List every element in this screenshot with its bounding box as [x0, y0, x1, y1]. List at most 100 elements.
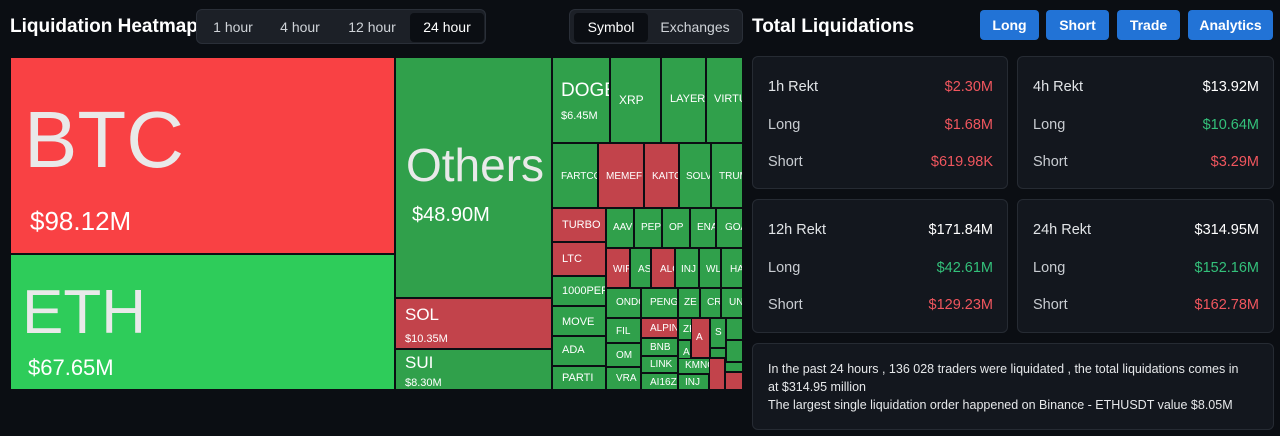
heatmap-tile[interactable]: WLD — [699, 248, 721, 288]
heatmap-tile[interactable]: PENGU — [641, 288, 678, 318]
tile-symbol: SOLV — [686, 171, 711, 182]
view-selector: Symbol Exchanges — [569, 9, 743, 44]
analytics-button[interactable]: Analytics — [1188, 10, 1273, 40]
heatmap-tile[interactable]: PEPE — [634, 208, 662, 248]
heatmap-tile[interactable]: ONDO — [606, 288, 641, 318]
heatmap-tile[interactable]: A — [691, 318, 710, 358]
heatmap-tile[interactable]: AI16Z — [641, 373, 678, 390]
heatmap-tile[interactable]: ALGO — [651, 248, 675, 288]
heatmap-tile[interactable]: TURBO — [552, 208, 606, 242]
heatmap-tile[interactable]: OM — [606, 343, 641, 367]
heatmap-tile[interactable]: UN — [721, 288, 743, 318]
heatmap-tile[interactable]: TRUMP — [711, 143, 743, 208]
tile-symbol: AAVE — [613, 222, 633, 233]
tile-symbol: ADA — [562, 344, 585, 356]
short-value: $129.23M — [928, 297, 994, 313]
heatmap-tile[interactable]: ZE — [678, 288, 700, 318]
tile-symbol: KAITO — [652, 171, 679, 182]
tile-symbol: MEMEFI — [606, 171, 644, 182]
heatmap-tile[interactable]: HAEDAL — [721, 248, 743, 288]
heatmap-tile[interactable] — [725, 362, 743, 372]
heatmap-tile[interactable]: VIRTUAL — [706, 57, 743, 143]
heatmap-tile[interactable]: WIF — [606, 248, 630, 288]
heatmap-tile[interactable]: MOVE — [552, 306, 606, 336]
heatmap-tile[interactable]: ETH $67.65M — [10, 254, 395, 390]
long-button[interactable]: Long — [980, 10, 1039, 40]
heatmap-tile[interactable]: OP — [662, 208, 690, 248]
stat-label: 4h Rekt — [1033, 79, 1083, 95]
tile-symbol: TURBO — [562, 219, 601, 231]
heatmap-tile[interactable]: ENA — [690, 208, 716, 248]
heatmap-tile[interactable]: BNB — [641, 338, 678, 356]
heatmap-tile[interactable]: SOL $10.35M — [395, 298, 552, 349]
long-label: Long — [768, 260, 801, 276]
heatmap-tile[interactable]: KAITO — [644, 143, 679, 208]
heatmap-tile[interactable] — [726, 340, 743, 362]
tile-symbol: PEPE — [641, 222, 662, 233]
heatmap-tile[interactable]: FIL — [606, 318, 641, 343]
tile-value: $6.45M — [561, 110, 598, 122]
timeframe-24h[interactable]: 24 hour — [410, 13, 484, 42]
timeframe-1h[interactable]: 1 hour — [213, 19, 253, 35]
stat-value: $2.30M — [944, 79, 993, 95]
heatmap-tile[interactable]: LINK — [641, 356, 678, 373]
tile-symbol: FARTCOIN — [561, 171, 597, 182]
heatmap-tile[interactable]: AAVE — [606, 208, 634, 248]
tile-symbol: BTC — [24, 95, 184, 184]
view-symbol[interactable]: Symbol — [574, 13, 648, 42]
stat-card-24h: 24h Rekt $314.95M Long $152.16M Short $162.… — [1017, 199, 1274, 333]
heatmap-tile[interactable]: CR — [700, 288, 721, 318]
heatmap-tile[interactable]: BTC $98.12M — [10, 57, 395, 254]
short-label: Short — [768, 154, 803, 170]
heatmap-tile[interactable]: GOAT — [716, 208, 743, 248]
tile-symbol: SOL — [405, 305, 440, 324]
heatmap-tile[interactable] — [726, 318, 743, 340]
heatmap-tile[interactable]: 1000PEPE — [552, 276, 606, 306]
trade-button[interactable]: Trade — [1117, 10, 1180, 40]
heatmap-tile[interactable]: SUI $8.30M — [395, 349, 552, 390]
tile-symbol: PARTI — [562, 372, 594, 384]
long-label: Long — [1033, 260, 1066, 276]
stat-value: $171.84M — [928, 222, 994, 238]
heatmap-tile[interactable]: VRA — [606, 367, 641, 390]
heatmap-tile[interactable]: LTC — [552, 242, 606, 276]
stat-card-1h: 1h Rekt $2.30M Long $1.68M Short $619.98K — [752, 56, 1008, 189]
short-label: Short — [768, 297, 803, 313]
heatmap-tile[interactable]: MEMEFI — [598, 143, 644, 208]
heatmap-tile[interactable]: ASTR — [630, 248, 651, 288]
tile-value: $67.65M — [28, 355, 114, 380]
tile-symbol: A — [683, 347, 690, 358]
heatmap-tile[interactable]: Others $48.90M — [395, 57, 552, 298]
short-button[interactable]: Short — [1046, 10, 1109, 40]
tile-symbol: LINK — [650, 359, 673, 370]
heatmap-tile[interactable]: SOLV — [679, 143, 711, 208]
heatmap-tile[interactable]: INJ — [678, 374, 709, 390]
heatmap-tile[interactable]: KMNO — [678, 358, 711, 374]
heatmap-tile[interactable]: PARTI — [552, 366, 606, 390]
heatmap-tile[interactable]: ALPINE — [641, 318, 678, 338]
stat-card-12h: 12h Rekt $171.84M Long $42.61M Short $129.2… — [752, 199, 1008, 333]
heatmap-tile[interactable] — [710, 348, 726, 358]
long-value: $152.16M — [1194, 260, 1260, 276]
tile-symbol: INJ — [685, 377, 700, 388]
heatmap-tile[interactable]: INJ — [675, 248, 699, 288]
heatmap-tile[interactable]: S — [710, 318, 726, 348]
tile-symbol: DOGE — [561, 80, 609, 101]
liquidation-summary: In the past 24 hours , 136 028 traders w… — [752, 343, 1274, 430]
heatmap-tile[interactable]: ADA — [552, 336, 606, 366]
timeframe-12h[interactable]: 12 hour — [348, 19, 396, 35]
timeframe-4h[interactable]: 4 hour — [280, 19, 320, 35]
heatmap-tile[interactable]: FARTCOIN — [552, 143, 598, 208]
short-value: $3.29M — [1210, 154, 1259, 170]
view-exchanges[interactable]: Exchanges — [660, 19, 730, 35]
long-label: Long — [768, 117, 801, 133]
short-label: Short — [1033, 297, 1068, 313]
heatmap-tile[interactable]: LAYER — [661, 57, 706, 143]
summary-line: The largest single liquidation order hap… — [768, 398, 1233, 412]
stat-card-4h: 4h Rekt $13.92M Long $10.64M Short $3.29M — [1017, 56, 1274, 189]
heatmap-tile[interactable]: XRP — [610, 57, 661, 143]
tile-value: $98.12M — [30, 206, 132, 236]
heatmap-tile[interactable] — [725, 372, 743, 390]
heatmap-tile[interactable]: DOGE $6.45M — [552, 57, 610, 143]
heatmap-tile[interactable] — [709, 358, 725, 390]
